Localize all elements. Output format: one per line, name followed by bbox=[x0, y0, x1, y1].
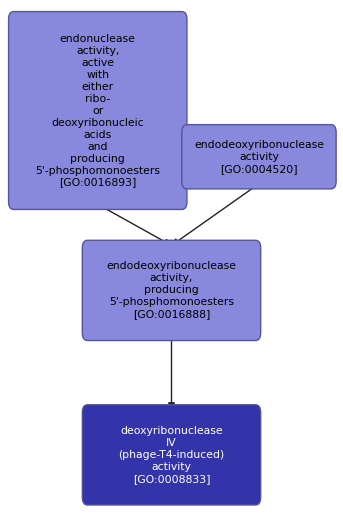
FancyBboxPatch shape bbox=[9, 11, 187, 210]
Text: endonuclease
activity,
active
with
either
ribo-
or
deoxyribonucleic
acids
and
pr: endonuclease activity, active with eithe… bbox=[35, 33, 160, 188]
FancyBboxPatch shape bbox=[82, 405, 261, 505]
Text: endodeoxyribonuclease
activity
[GO:0004520]: endodeoxyribonuclease activity [GO:00045… bbox=[194, 140, 324, 174]
FancyBboxPatch shape bbox=[82, 241, 261, 340]
Text: deoxyribonuclease
IV
(phage-T4-induced)
activity
[GO:0008833]: deoxyribonuclease IV (phage-T4-induced) … bbox=[118, 426, 225, 484]
Text: endodeoxyribonuclease
activity,
producing
5'-phosphomonoesters
[GO:0016888]: endodeoxyribonuclease activity, producin… bbox=[106, 262, 237, 319]
FancyBboxPatch shape bbox=[182, 125, 336, 189]
